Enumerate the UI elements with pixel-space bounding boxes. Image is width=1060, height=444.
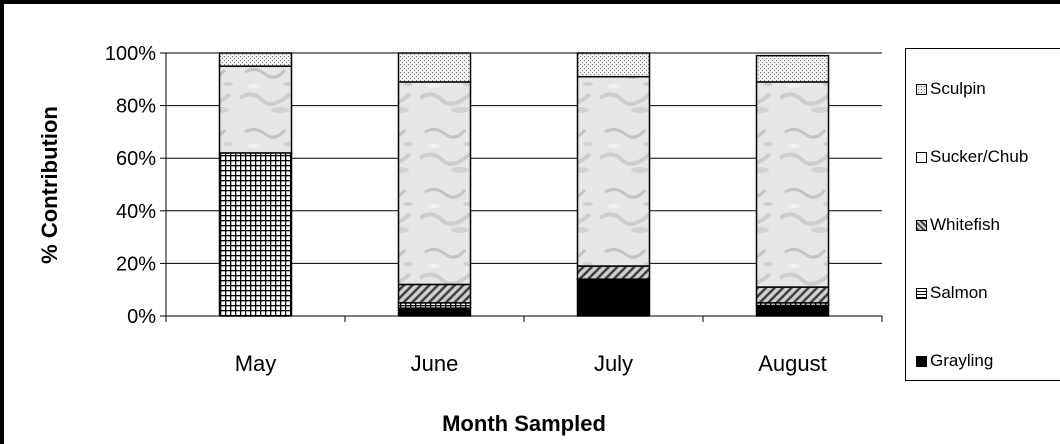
y-tick-label: 0% xyxy=(127,306,156,328)
bar-segment-whitefish xyxy=(755,286,830,304)
bar-segment-sculpin xyxy=(755,54,830,83)
bar-segment-sculpin xyxy=(576,52,651,78)
legend-item: Salmon xyxy=(916,283,988,303)
legend-label: Sculpin xyxy=(930,79,986,98)
y-tick-label: 60% xyxy=(116,148,156,170)
y-tick-label: 20% xyxy=(116,253,156,275)
y-tick-label: 80% xyxy=(116,96,156,118)
bar-segment-whitefish xyxy=(576,265,651,280)
bar-segment-salmon xyxy=(397,302,472,309)
bar-segment-sucker-chub xyxy=(755,81,830,288)
x-tick-label: May xyxy=(235,351,277,376)
bar-segment-salmon xyxy=(218,152,293,317)
x-tick-label: June xyxy=(411,351,459,376)
axes: 0% 20% 40% 60% 80% 100% May June July August xyxy=(105,43,883,376)
bar-segment-grayling xyxy=(755,304,830,317)
bar-segment-whitefish xyxy=(397,283,472,304)
x-tick-label: August xyxy=(758,351,827,376)
bar-segment-sucker-chub xyxy=(397,81,472,286)
bar-segment-grayling xyxy=(576,278,651,317)
legend-label: Whitefish xyxy=(930,215,1000,234)
legend-swatch xyxy=(916,151,927,163)
legend-label: Salmon xyxy=(930,283,988,302)
legend-label: Grayling xyxy=(930,351,994,370)
legend-swatch xyxy=(916,83,927,95)
bar-segment-sucker-chub xyxy=(218,65,293,154)
legend-item: Grayling xyxy=(916,351,993,371)
x-tick-label: July xyxy=(594,351,633,376)
legend-swatch xyxy=(916,355,927,367)
legend: Sculpin Sucker/Chub Whitefish Salmon Graylin… xyxy=(905,48,1060,381)
legend-item: Whitefish xyxy=(916,215,1000,235)
legend-swatch xyxy=(916,287,927,299)
y-tick-label: 40% xyxy=(116,201,156,223)
legend-item: Sculpin xyxy=(916,79,986,99)
bar-segment-grayling xyxy=(397,307,472,317)
bar-segment-sculpin xyxy=(218,52,293,67)
bars-group xyxy=(218,52,830,317)
bar-segment-sculpin xyxy=(397,52,472,83)
y-tick-label: 100% xyxy=(105,43,156,65)
bar-segment-sucker-chub xyxy=(576,75,651,267)
legend-label: Sucker/Chub xyxy=(930,147,1029,166)
y-axis-label: % Contribution xyxy=(37,106,62,264)
x-axis-label: Month Sampled xyxy=(442,411,606,436)
legend-swatch xyxy=(916,219,927,231)
legend-item: Sucker/Chub xyxy=(916,147,1028,167)
